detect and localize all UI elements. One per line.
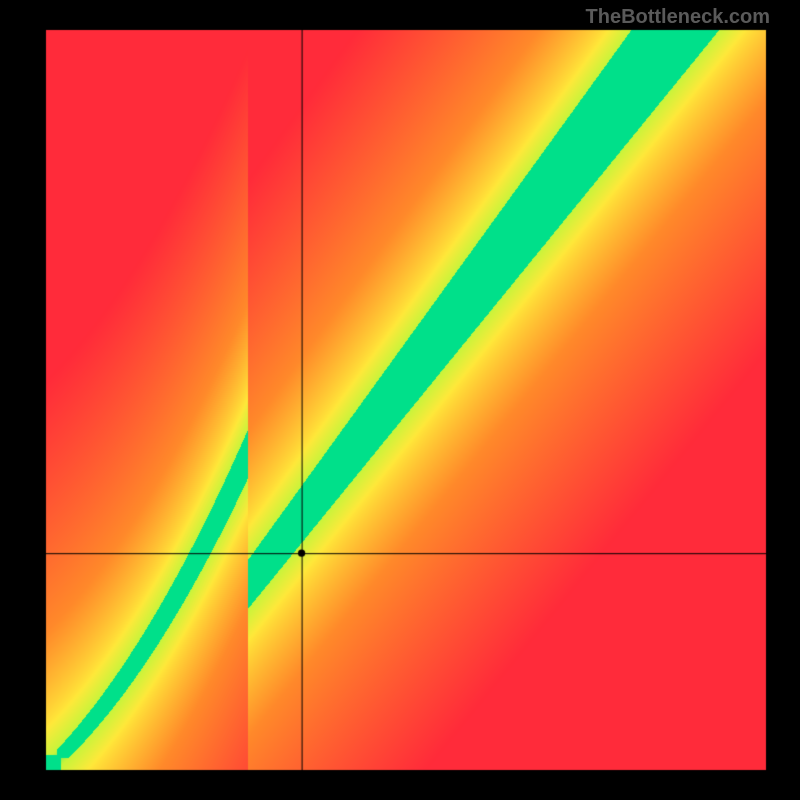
root-container: TheBottleneck.com <box>0 0 800 800</box>
heatmap-canvas <box>0 0 800 800</box>
watermark-text: TheBottleneck.com <box>586 6 770 29</box>
